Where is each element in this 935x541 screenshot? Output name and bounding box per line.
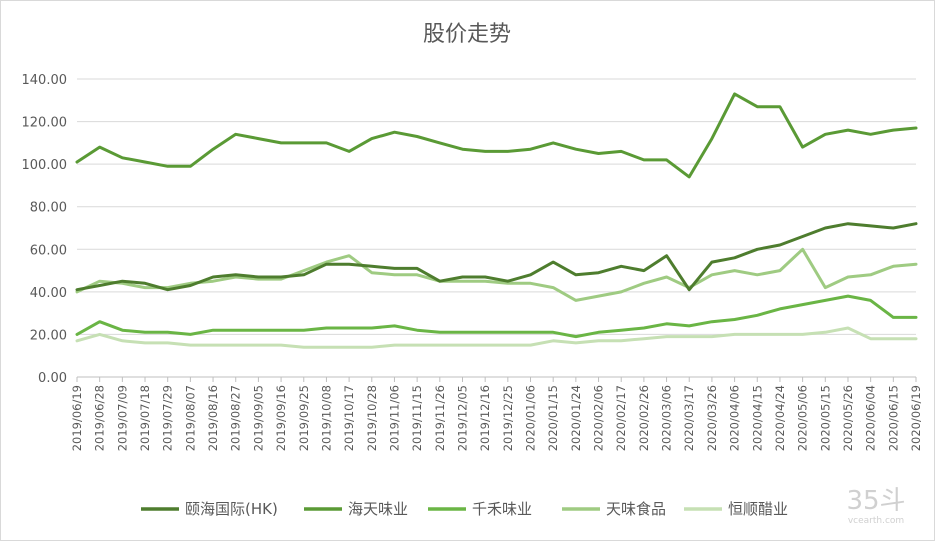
x-tick-label: 2020/01/06	[524, 385, 538, 451]
x-tick-label: 2020/03/17	[682, 385, 696, 451]
legend-label: 海天味业	[348, 500, 408, 518]
x-tick-label: 2019/11/06	[387, 385, 401, 451]
x-tick-label: 2019/12/16	[478, 385, 492, 451]
x-tick-label: 2020/02/26	[637, 385, 651, 451]
x-tick-label: 2019/07/18	[138, 385, 152, 451]
x-tick-label: 2020/02/06	[592, 385, 606, 451]
x-axis: 2019/06/19 2019/06/28 2019/07/09 2019/07/18…	[70, 377, 923, 451]
series-line-2	[75, 294, 918, 339]
x-tick-label: 2019/06/19	[70, 385, 84, 451]
x-tick-label: 2019/08/16	[206, 385, 220, 451]
x-tick-label: 2019/06/28	[93, 385, 107, 451]
y-axis: 0.00 20.00 40.00 60.00 80.00 100.00 120.00 140.…	[22, 73, 68, 386]
x-tick-label: 2020/03/06	[660, 385, 674, 451]
x-tick-label: 2019/07/29	[161, 385, 175, 451]
series-line-0	[75, 222, 918, 292]
y-tick-label: 20.00	[30, 328, 67, 343]
x-tick-label: 2019/09/05	[251, 385, 265, 451]
legend-label: 颐海国际(HK)	[185, 500, 278, 518]
x-tick-label: 2019/09/25	[297, 385, 311, 451]
x-tick-label: 2019/10/17	[342, 385, 356, 451]
chart-title: 股价走势	[423, 22, 511, 47]
x-tick-label: 2019/12/05	[455, 385, 469, 451]
y-tick-label: 0.00	[38, 371, 67, 386]
legend-label: 恒顺醋业	[728, 500, 788, 518]
x-tick-label: 2020/06/15	[886, 385, 900, 451]
x-tick-label: 2019/10/28	[365, 385, 379, 451]
x-tick-label: 2019/11/26	[433, 385, 447, 451]
x-tick-label: 2020/06/04	[864, 385, 878, 451]
x-tick-label: 2019/12/25	[501, 385, 515, 451]
series-lines	[75, 92, 918, 349]
x-tick-label: 2020/04/06	[728, 385, 742, 451]
x-tick-label: 2020/02/17	[614, 385, 628, 451]
x-tick-label: 2020/05/26	[841, 385, 855, 451]
series-line-1	[75, 92, 918, 179]
x-tick-label: 2019/08/27	[229, 385, 243, 451]
x-tick-label: 2019/10/08	[319, 385, 333, 451]
x-tick-label: 2019/07/09	[115, 385, 129, 451]
gridlines	[77, 78, 916, 378]
y-tick-label: 140.00	[22, 73, 68, 88]
series-line-3	[75, 247, 918, 302]
x-tick-label: 2019/09/16	[274, 385, 288, 451]
series-line-4	[75, 326, 918, 349]
x-tick-label: 2019/11/15	[410, 385, 424, 451]
x-tick-label: 2020/06/19	[909, 385, 923, 451]
x-tick-label: 2019/08/07	[183, 385, 197, 451]
y-tick-label: 120.00	[22, 116, 68, 131]
watermark-logo: 35斗 vcearth.com	[846, 486, 905, 526]
x-tick-label: 2020/01/24	[569, 385, 583, 451]
x-tick-label: 2020/04/15	[750, 385, 764, 451]
y-tick-label: 60.00	[30, 243, 67, 258]
y-tick-label: 40.00	[30, 286, 67, 301]
legend-label: 天味食品	[606, 500, 666, 518]
x-tick-label: 2020/03/26	[705, 385, 719, 451]
x-tick-label: 2020/04/24	[773, 385, 787, 451]
watermark-subtext: vcearth.com	[848, 516, 904, 526]
x-tick-label: 2020/05/15	[818, 385, 832, 451]
x-tick-label: 2020/01/15	[546, 385, 560, 451]
legend-label: 千禾味业	[472, 500, 532, 518]
legend: 颐海国际(HK) 海天味业 千禾味业 天味食品 恒顺醋业	[141, 500, 788, 518]
y-tick-label: 100.00	[22, 158, 68, 173]
y-tick-label: 80.00	[30, 201, 67, 216]
x-tick-label: 2020/05/06	[796, 385, 810, 451]
watermark-text: 35斗	[846, 486, 905, 516]
